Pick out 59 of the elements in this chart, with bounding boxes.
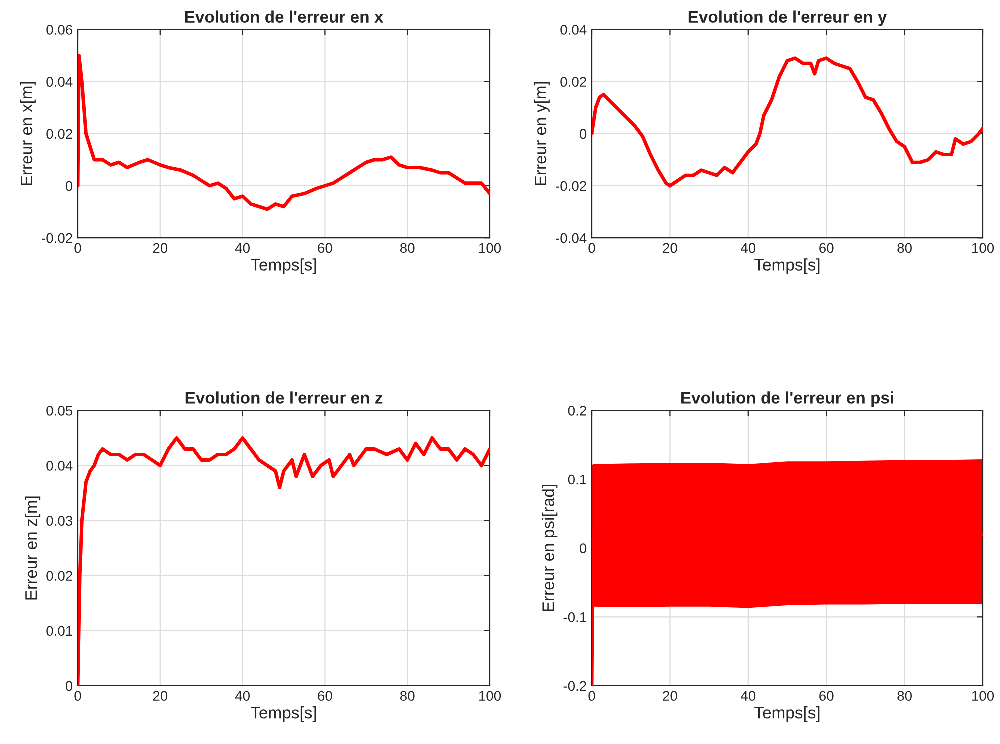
y-tick-label: -0.2 — [564, 681, 586, 692]
y-tick-label: 0 — [66, 681, 73, 692]
y-axis-title: Erreur en x[m] — [20, 82, 36, 186]
y-tick-label: 0.06 — [46, 25, 73, 35]
x-tick-label: 60 — [820, 243, 834, 254]
y-tick-label: 0.04 — [46, 77, 73, 88]
x-tick-label: 100 — [479, 243, 502, 254]
x-tick-label: 20 — [153, 243, 168, 254]
x-tick-label: 80 — [898, 691, 912, 702]
x-tick-label: 80 — [400, 691, 415, 702]
x-tick-label: 40 — [740, 691, 756, 702]
x-tick-label: 100 — [972, 691, 994, 702]
x-tick-label: 0 — [588, 243, 596, 254]
x-tick-label: 80 — [400, 243, 415, 254]
y-tick-label: 0.02 — [46, 129, 72, 140]
x-tick-label: 20 — [153, 691, 168, 702]
x-tick-label: 40 — [740, 243, 756, 254]
y-tick-label: 0 — [580, 129, 587, 140]
y-tick-label: 0.02 — [46, 571, 72, 582]
x-axis-title: Temps[s] — [251, 706, 316, 722]
x-tick-label: 0 — [588, 691, 596, 702]
chart-title: Evolution de l'erreur en psi — [682, 392, 894, 408]
y-tick-label: 0 — [66, 181, 73, 192]
x-axis-title: Temps[s] — [754, 706, 820, 722]
line-series — [592, 56, 983, 188]
chart-title: Evolution de l'erreur en z — [186, 392, 383, 404]
x-tick-label: 80 — [898, 243, 912, 254]
x-axis-title: Temps[s] — [251, 258, 316, 274]
y-tick-label: 0.2 — [568, 406, 586, 416]
y-tick-label: 0.05 — [46, 406, 73, 416]
y-tick-label: -0.02 — [556, 181, 586, 192]
y-tick-label: 0.01 — [46, 626, 72, 636]
y-axis-title: Erreur en z[m] — [25, 496, 41, 600]
y-axis-title: Erreur en y[m] — [534, 82, 550, 186]
x-tick-label: 100 — [479, 691, 502, 702]
x-tick-label: 20 — [663, 691, 678, 702]
chart-title: Evolution de l'erreur en x — [185, 10, 384, 23]
chart-title: Evolution de l'erreur en y — [688, 10, 888, 26]
x-tick-label: 0 — [74, 243, 82, 254]
y-axis-title: Erreur en psi[rad] — [542, 485, 558, 612]
x-tick-label: 60 — [318, 243, 332, 254]
y-tick-label: 0.02 — [560, 77, 586, 88]
y-tick-label: -0.04 — [556, 233, 587, 244]
y-tick-label: 0.1 — [568, 474, 586, 485]
x-tick-label: 40 — [235, 243, 250, 254]
y-tick-label: -0.1 — [564, 612, 586, 622]
x-axis-title: Temps[s] — [754, 258, 820, 274]
x-tick-label: 0 — [74, 691, 82, 702]
y-tick-label: 0.04 — [560, 25, 587, 35]
line-series — [78, 54, 490, 212]
x-tick-label: 20 — [663, 243, 678, 254]
y-tick-label: 0 — [580, 544, 587, 554]
x-tick-label: 100 — [972, 243, 994, 254]
x-tick-label: 60 — [820, 691, 834, 702]
x-tick-label: 40 — [235, 691, 250, 702]
y-tick-label: 0.03 — [46, 516, 73, 526]
x-tick-label: 60 — [318, 691, 332, 702]
y-tick-label: 0.04 — [46, 461, 73, 471]
y-tick-label: -0.02 — [42, 233, 72, 244]
